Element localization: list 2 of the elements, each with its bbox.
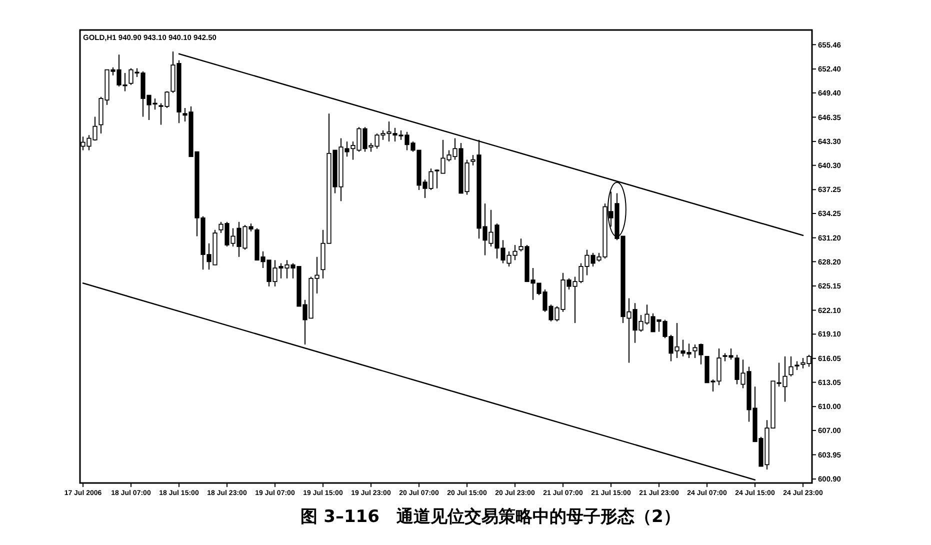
candlestick (788, 356, 794, 377)
text: 图 3–116 通道见位交易策略中的母子形态（2） (300, 507, 680, 527)
